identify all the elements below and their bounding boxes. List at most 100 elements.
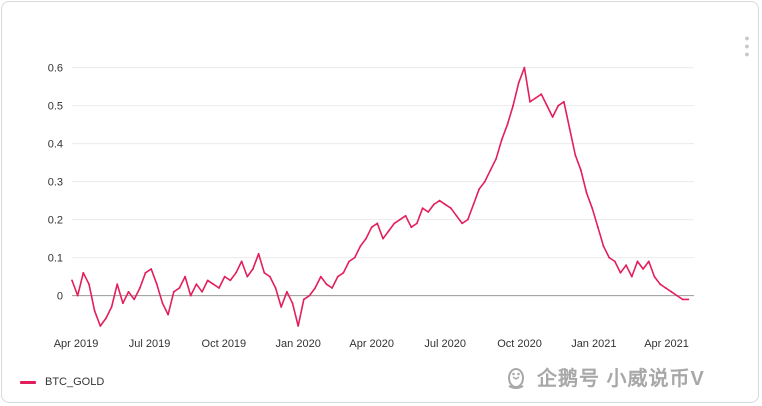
data-point xyxy=(506,123,509,126)
data-point xyxy=(223,275,226,278)
data-point xyxy=(353,256,356,259)
data-point xyxy=(512,104,514,107)
data-point xyxy=(687,298,690,301)
series-layer xyxy=(71,66,690,327)
data-point xyxy=(246,275,249,278)
x-tick-label: Oct 2020 xyxy=(497,338,542,350)
data-point xyxy=(308,294,311,297)
y-tick-label: 0.3 xyxy=(48,177,63,189)
data-point xyxy=(483,180,486,183)
data-point xyxy=(404,214,407,217)
data-point xyxy=(331,287,334,289)
data-point xyxy=(71,279,73,282)
data-point xyxy=(625,264,628,267)
data-point xyxy=(274,287,277,289)
data-point xyxy=(172,290,175,293)
data-point xyxy=(432,203,435,206)
data-point xyxy=(585,192,588,194)
y-tick-label: 0 xyxy=(57,291,63,303)
data-point xyxy=(630,275,633,278)
penguin-logo-icon xyxy=(508,367,524,389)
data-point xyxy=(189,294,192,297)
data-point xyxy=(568,127,571,130)
x-tick-label: Jul 2019 xyxy=(129,338,171,350)
data-point xyxy=(161,302,164,305)
data-point xyxy=(370,226,373,229)
data-point xyxy=(478,188,481,191)
data-point xyxy=(495,157,497,160)
data-point xyxy=(659,283,661,286)
data-point xyxy=(472,203,475,206)
data-point xyxy=(444,203,447,206)
data-point xyxy=(263,271,266,274)
data-point xyxy=(229,279,232,282)
legend[interactable]: BTC_GOLD xyxy=(20,374,104,390)
data-point xyxy=(167,313,170,316)
data-point xyxy=(681,298,684,301)
data-point xyxy=(133,298,136,301)
data-point xyxy=(376,222,379,225)
x-tick-label: Oct 2019 xyxy=(202,338,247,350)
data-point xyxy=(285,290,288,293)
data-point xyxy=(591,207,594,210)
data-point xyxy=(664,287,667,289)
data-point xyxy=(138,287,141,289)
series-line-btc-gold[interactable] xyxy=(71,66,689,327)
data-point xyxy=(449,207,452,210)
data-point xyxy=(557,104,560,107)
data-point xyxy=(144,271,147,274)
data-point xyxy=(348,260,350,263)
data-point xyxy=(127,290,130,293)
data-point xyxy=(150,268,153,270)
y-tick-label: 0.2 xyxy=(48,215,63,227)
x-tick-label: Jul 2020 xyxy=(424,338,466,350)
data-point xyxy=(76,294,79,297)
data-point xyxy=(523,66,526,69)
data-point xyxy=(489,169,492,172)
data-point xyxy=(365,237,367,240)
x-axis-ticks: Apr 2019 Jul 2019 Oct 2019 Jan 2020 Apr 2020… xyxy=(54,338,689,350)
data-point xyxy=(336,275,339,278)
data-point xyxy=(178,287,181,289)
data-point xyxy=(382,237,384,240)
more-options-icon[interactable]: ● ● ● xyxy=(744,33,750,59)
data-point xyxy=(201,290,203,293)
data-point xyxy=(359,245,362,248)
data-point xyxy=(82,271,85,274)
y-tick-label: 0.1 xyxy=(48,253,63,265)
y-tick-label: 0.5 xyxy=(48,101,63,113)
data-point xyxy=(563,100,565,103)
data-point xyxy=(613,260,616,263)
data-point xyxy=(240,260,243,263)
data-point xyxy=(93,309,96,312)
data-point xyxy=(105,317,107,320)
data-point xyxy=(461,222,464,225)
data-point xyxy=(393,222,396,225)
data-point xyxy=(534,97,537,99)
data-point xyxy=(670,290,673,293)
data-point xyxy=(619,271,622,274)
grid-lines xyxy=(72,67,694,297)
legend-label: BTC_GOLD xyxy=(45,376,105,388)
x-tick-label: Apr 2021 xyxy=(644,338,689,350)
data-point xyxy=(551,116,554,118)
data-point xyxy=(206,279,209,282)
data-point xyxy=(302,298,305,301)
x-tick-label: Apr 2020 xyxy=(349,338,394,350)
data-point xyxy=(319,275,322,278)
data-point xyxy=(636,260,639,263)
data-point xyxy=(608,256,611,259)
data-point xyxy=(466,218,469,221)
data-point xyxy=(540,93,543,96)
data-point xyxy=(399,218,401,221)
data-point xyxy=(99,325,102,327)
data-point xyxy=(647,260,650,263)
data-point xyxy=(517,81,520,84)
data-point xyxy=(291,302,294,305)
data-point xyxy=(116,283,119,286)
data-point xyxy=(195,283,198,286)
data-point xyxy=(596,226,599,229)
data-point xyxy=(257,252,260,255)
data-point xyxy=(155,283,158,286)
